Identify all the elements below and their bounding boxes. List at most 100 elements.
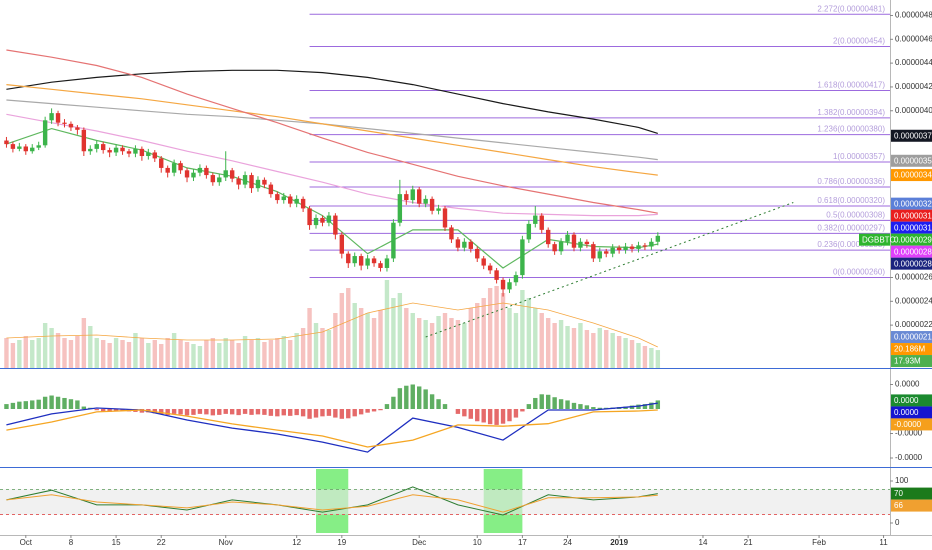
- candle-body: [352, 256, 357, 264]
- volume-bar: [184, 342, 190, 368]
- volume-bar: [68, 340, 74, 368]
- macd-histogram-bar: [249, 408, 254, 415]
- volume-bar: [294, 333, 299, 368]
- volume-bar: [552, 323, 557, 368]
- macd-histogram-bar: [159, 408, 164, 415]
- x-tick-label: 14: [699, 538, 708, 547]
- volume-bar: [217, 343, 222, 368]
- volume-bar: [229, 340, 235, 368]
- candle-body: [152, 152, 157, 159]
- candle-body: [436, 208, 441, 211]
- candle-body: [49, 113, 54, 121]
- macd-histogram-bar: [275, 408, 280, 417]
- fib-label: 0.786(0.00000336): [817, 177, 885, 186]
- macd-histogram-bar: [217, 408, 222, 415]
- macd-histogram-bar: [120, 408, 125, 411]
- volume-bar: [204, 340, 209, 368]
- candle-body: [262, 179, 267, 185]
- volume-bar: [507, 308, 512, 368]
- macd-histogram-bar: [268, 408, 274, 416]
- value-tag-label: 0.00000288: [894, 247, 932, 256]
- candle-body: [384, 258, 390, 268]
- x-tick-label: Feb: [812, 538, 826, 547]
- macd-histogram-bar: [494, 408, 499, 425]
- volume-bar: [358, 308, 364, 368]
- macd-histogram-bar: [591, 407, 596, 409]
- candle-body: [404, 194, 409, 201]
- macd-histogram-bar: [4, 404, 9, 409]
- macd-histogram-bar: [75, 400, 80, 409]
- volume-bar: [584, 330, 590, 368]
- candle-body: [42, 120, 48, 146]
- macd-histogram-bar: [100, 408, 106, 412]
- volume-bar: [75, 336, 80, 368]
- x-tick-label: Oct: [20, 538, 33, 547]
- value-tag-label: 17.93M: [894, 357, 921, 366]
- candle-body: [462, 241, 467, 248]
- candle-body: [475, 248, 480, 259]
- x-tick-label: 11: [879, 538, 888, 547]
- macd-histogram-bar: [313, 408, 319, 418]
- value-tag-label: 0.0000: [894, 408, 919, 417]
- volume-bar: [481, 298, 486, 368]
- candle-body: [197, 167, 203, 173]
- volume-bar: [565, 326, 570, 368]
- value-tag: [891, 221, 932, 234]
- macd-histogram-bar: [642, 404, 648, 409]
- macd-histogram-bar: [378, 408, 383, 411]
- value-tag: [891, 343, 932, 356]
- macd-histogram-bar: [597, 407, 602, 409]
- price-axis-bg: [890, 0, 932, 550]
- volume-bar: [49, 328, 54, 368]
- volume-bar: [545, 318, 551, 368]
- macd-histogram-bar: [636, 404, 641, 409]
- volume-bar: [242, 336, 248, 368]
- x-tick-label: 15: [112, 538, 121, 547]
- x-tick-label: 19: [337, 538, 346, 547]
- macd-histogram-bar: [520, 408, 525, 412]
- value-tag: [891, 233, 932, 246]
- volume-bar: [346, 288, 351, 368]
- x-tick-label: 2019: [610, 538, 628, 547]
- macd-histogram-bar: [178, 408, 183, 415]
- volume-bar: [513, 313, 519, 368]
- value-tag: [891, 245, 932, 258]
- candle-body: [30, 147, 35, 152]
- candle-body: [210, 175, 216, 183]
- candle-body: [449, 227, 454, 240]
- volume-bar: [320, 328, 325, 368]
- macd-histogram-bar: [649, 402, 654, 409]
- fib-label: 0.5(0.00000308): [826, 210, 885, 219]
- candle-body: [36, 145, 41, 148]
- macd-histogram-bar: [197, 408, 203, 414]
- moving-average: [6, 99, 658, 161]
- macd-histogram-bar: [565, 400, 570, 409]
- volume-bar: [410, 313, 415, 368]
- candle-body: [294, 198, 299, 204]
- candle-body: [204, 167, 209, 176]
- candle-body: [571, 234, 577, 248]
- volume-bar: [533, 308, 538, 368]
- candle-body: [281, 196, 286, 201]
- x-tick-label: 24: [563, 538, 572, 547]
- macd-histogram-bar: [526, 404, 532, 409]
- candle-body: [68, 123, 74, 128]
- fib-label: 0.236(0.00000283): [817, 240, 885, 249]
- candle-body: [217, 177, 222, 183]
- volume-bar: [597, 328, 602, 368]
- candle-body: [268, 184, 274, 195]
- volume-bar: [146, 343, 151, 368]
- macd-histogram-bar: [49, 395, 54, 409]
- macd-histogram-bar: [507, 408, 512, 422]
- candle-body: [358, 256, 364, 266]
- candle-body: [159, 158, 164, 168]
- volume-bar: [94, 338, 99, 368]
- candle-body: [107, 150, 112, 153]
- macd-histogram-bar: [204, 408, 209, 415]
- fib-label: 2.272(0.00000481): [817, 4, 885, 13]
- candle-body: [487, 265, 493, 271]
- volume-bar: [610, 333, 615, 368]
- macd-tick-label: -0.0000: [895, 429, 923, 438]
- value-tag-label: 0.00000322: [894, 199, 932, 208]
- candle-body: [616, 247, 622, 251]
